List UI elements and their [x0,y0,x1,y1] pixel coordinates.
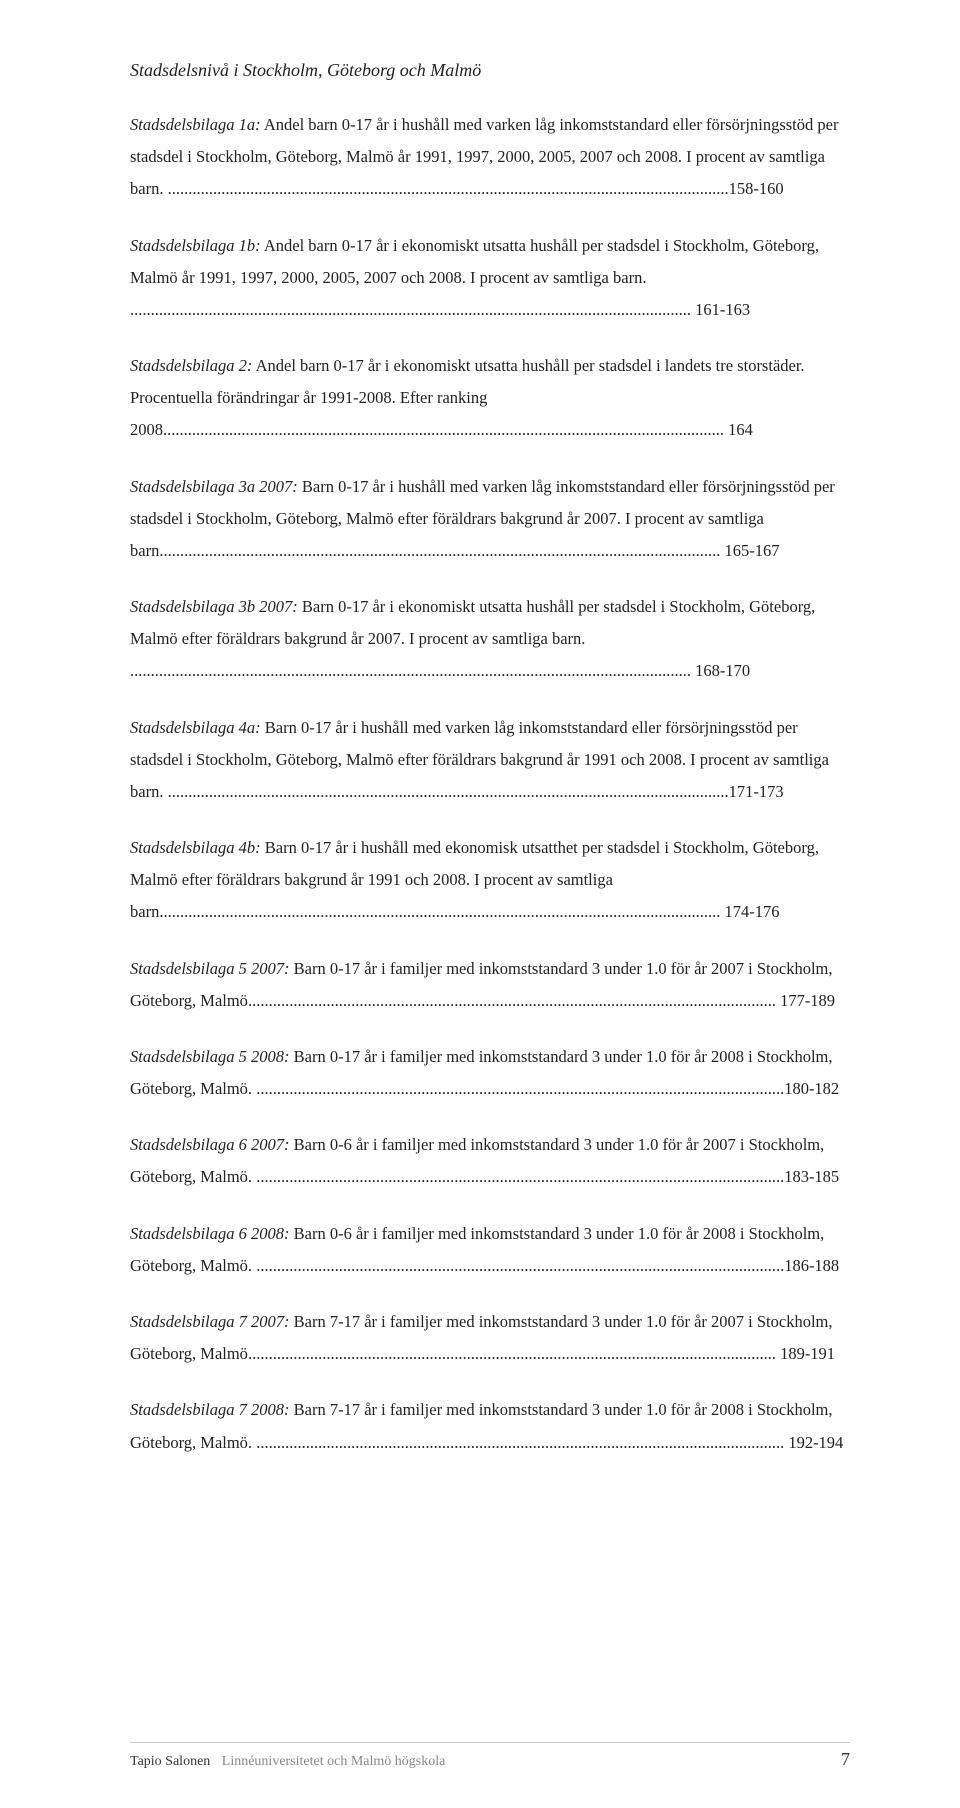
entry-dots: ........................................… [168,179,729,198]
entry-lead: Stadsdelsbilaga 7 2008: [130,1400,290,1419]
footer-author: Tapio Salonen [130,1754,210,1769]
entry-page: 192-194 [784,1433,843,1452]
entry-page: 161-163 [691,300,750,319]
entry-page: 165-167 [720,541,779,560]
footer-institution: Linnéuniversitetet och Malmö högskola [222,1754,446,1769]
entry-lead: Stadsdelsbilaga 1a: [130,115,261,134]
entry-dots: ........................................… [130,661,691,680]
toc-entry: Stadsdelsbilaga 4a: Barn 0-17 år i hushå… [130,712,850,809]
entry-page: 180-182 [784,1079,839,1098]
toc-entry: Stadsdelsbilaga 2: Andel barn 0-17 år i … [130,350,850,447]
toc-entry: Stadsdelsbilaga 7 2007: Barn 7-17 år i f… [130,1306,850,1370]
entry-dots: ........................................… [159,902,720,921]
toc-entry: Stadsdelsbilaga 1b: Andel barn 0-17 år i… [130,230,850,327]
entry-dots: ........................................… [248,991,776,1010]
entry-lead: Stadsdelsbilaga 3b 2007: [130,597,298,616]
toc-entry: Stadsdelsbilaga 1a: Andel barn 0-17 år i… [130,109,850,206]
entry-lead: Stadsdelsbilaga 4a: [130,718,261,737]
section-title: Stadsdelsnivå i Stockholm, Göteborg och … [130,60,850,81]
entry-page: 164 [724,420,753,439]
entry-lead: Stadsdelsbilaga 7 2007: [130,1312,290,1331]
entry-dots: ........................................… [168,782,729,801]
entry-page: 174-176 [720,902,779,921]
entry-lead: Stadsdelsbilaga 6 2008: [130,1224,290,1243]
page-footer: Tapio Salonen Linnéuniversitetet och Mal… [130,1742,850,1770]
entry-lead: Stadsdelsbilaga 1b: [130,236,261,255]
entry-dots: ........................................… [163,420,724,439]
entry-page: 189-191 [776,1344,835,1363]
entry-page: 158-160 [729,179,784,198]
entry-dots: ........................................… [159,541,720,560]
toc-entry: Stadsdelsbilaga 5 2007: Barn 0-17 år i f… [130,953,850,1017]
toc-entry: Stadsdelsbilaga 7 2008: Barn 7-17 år i f… [130,1394,850,1458]
footer-page-number: 7 [841,1749,850,1770]
toc-entry: Stadsdelsbilaga 6 2008: Barn 0-6 år i fa… [130,1218,850,1282]
entry-page: 171-173 [729,782,784,801]
toc-entries: Stadsdelsbilaga 1a: Andel barn 0-17 år i… [130,109,850,1459]
entry-dots: ........................................… [256,1256,784,1275]
footer-left: Tapio Salonen Linnéuniversitetet och Mal… [130,1754,445,1770]
entry-page: 177-189 [776,991,835,1010]
entry-lead: Stadsdelsbilaga 5 2008: [130,1047,290,1066]
entry-page: 186-188 [784,1256,839,1275]
entry-lead: Stadsdelsbilaga 2: [130,356,252,375]
entry-lead: Stadsdelsbilaga 5 2007: [130,959,290,978]
entry-page: 168-170 [691,661,750,680]
entry-dots: ........................................… [130,300,691,319]
toc-entry: Stadsdelsbilaga 3a 2007: Barn 0-17 år i … [130,471,850,568]
entry-dots: ........................................… [256,1433,784,1452]
toc-entry: Stadsdelsbilaga 6 2007: Barn 0-6 år i fa… [130,1129,850,1193]
entry-lead: Stadsdelsbilaga 3a 2007: [130,477,298,496]
toc-entry: Stadsdelsbilaga 5 2008: Barn 0-17 år i f… [130,1041,850,1105]
entry-dots: ........................................… [248,1344,776,1363]
entry-lead: Stadsdelsbilaga 6 2007: [130,1135,290,1154]
entry-page: 183-185 [784,1167,839,1186]
entry-dots: ........................................… [256,1167,784,1186]
toc-entry: Stadsdelsbilaga 4b: Barn 0-17 år i hushå… [130,832,850,929]
toc-entry: Stadsdelsbilaga 3b 2007: Barn 0-17 år i … [130,591,850,688]
entry-dots: ........................................… [256,1079,784,1098]
entry-lead: Stadsdelsbilaga 4b: [130,838,261,857]
